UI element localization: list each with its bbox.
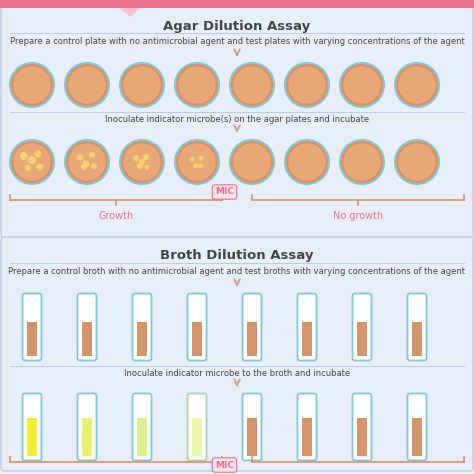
Circle shape [68, 143, 106, 181]
Circle shape [133, 155, 139, 161]
Circle shape [143, 154, 149, 160]
Circle shape [175, 63, 219, 107]
Circle shape [343, 66, 381, 104]
Circle shape [13, 143, 51, 181]
Circle shape [288, 143, 326, 181]
Bar [412, 322, 422, 356]
Bar [357, 322, 367, 356]
Circle shape [230, 140, 274, 184]
Bar [247, 322, 257, 356]
Circle shape [13, 66, 51, 104]
FancyBboxPatch shape [243, 393, 262, 461]
FancyBboxPatch shape [353, 293, 372, 361]
Bar [302, 418, 312, 456]
Text: Prepare a control plate with no antimicrobial agent and test plates with varying: Prepare a control plate with no antimicr… [9, 36, 465, 46]
Bar [247, 418, 257, 456]
Circle shape [285, 140, 329, 184]
FancyBboxPatch shape [298, 393, 317, 461]
Circle shape [288, 66, 326, 104]
Circle shape [81, 164, 87, 170]
Text: Control: Control [6, 0, 46, 10]
Bar [302, 322, 312, 356]
Circle shape [395, 63, 439, 107]
Circle shape [199, 155, 203, 161]
Text: No growth: No growth [333, 211, 383, 221]
Text: MIC: MIC [215, 188, 234, 197]
Circle shape [65, 140, 109, 184]
Circle shape [120, 140, 164, 184]
Circle shape [178, 143, 216, 181]
Circle shape [91, 163, 97, 169]
Circle shape [343, 143, 381, 181]
FancyBboxPatch shape [78, 393, 97, 461]
Circle shape [89, 152, 95, 158]
FancyBboxPatch shape [408, 293, 427, 361]
FancyBboxPatch shape [1, 7, 473, 238]
Circle shape [10, 63, 54, 107]
Bar [82, 418, 92, 456]
Circle shape [285, 63, 329, 107]
Text: Inoculate indicator microbe(s) on the agar plates and incubate: Inoculate indicator microbe(s) on the ag… [105, 115, 369, 124]
Circle shape [145, 164, 149, 170]
Bar [137, 418, 147, 456]
FancyBboxPatch shape [133, 293, 152, 361]
FancyBboxPatch shape [22, 293, 42, 361]
FancyBboxPatch shape [1, 237, 473, 471]
Circle shape [233, 66, 271, 104]
FancyBboxPatch shape [133, 393, 152, 461]
Circle shape [76, 154, 83, 161]
Text: MIC: MIC [215, 461, 234, 470]
FancyBboxPatch shape [22, 393, 42, 461]
Circle shape [82, 161, 90, 167]
Circle shape [123, 66, 161, 104]
FancyBboxPatch shape [188, 293, 207, 361]
Text: Growth: Growth [99, 211, 134, 221]
Circle shape [233, 143, 271, 181]
Circle shape [35, 151, 42, 157]
Circle shape [395, 140, 439, 184]
Circle shape [175, 140, 219, 184]
Circle shape [193, 164, 199, 168]
Bar [357, 418, 367, 456]
Polygon shape [112, 0, 148, 16]
FancyBboxPatch shape [78, 293, 97, 361]
Circle shape [139, 159, 145, 165]
Bar [0, 0, 474, 8]
Bar [82, 322, 92, 356]
Circle shape [199, 164, 203, 168]
FancyBboxPatch shape [298, 293, 317, 361]
Circle shape [178, 66, 216, 104]
Circle shape [28, 156, 36, 164]
Circle shape [190, 156, 194, 162]
Circle shape [65, 63, 109, 107]
Circle shape [10, 140, 54, 184]
Bar [137, 322, 147, 356]
Circle shape [123, 143, 161, 181]
Circle shape [340, 63, 384, 107]
Circle shape [398, 66, 436, 104]
Text: Broth Dilution Assay: Broth Dilution Assay [160, 249, 314, 263]
FancyBboxPatch shape [243, 293, 262, 361]
Circle shape [230, 63, 274, 107]
Circle shape [120, 63, 164, 107]
Bar [27, 322, 37, 356]
Bar [192, 418, 202, 456]
Text: Inoculate indicator microbe to the broth and incubate: Inoculate indicator microbe to the broth… [124, 368, 350, 377]
FancyBboxPatch shape [188, 393, 207, 461]
Circle shape [25, 165, 31, 171]
FancyBboxPatch shape [353, 393, 372, 461]
Circle shape [398, 143, 436, 181]
Circle shape [20, 152, 28, 160]
Circle shape [137, 163, 143, 169]
Text: Agar Dilution Assay: Agar Dilution Assay [164, 19, 310, 33]
Bar [27, 418, 37, 456]
Text: Prepare a control broth with no antimicrobial agent and test broths with varying: Prepare a control broth with no antimicr… [9, 266, 465, 275]
Bar [192, 322, 202, 356]
Circle shape [68, 66, 106, 104]
Bar [412, 418, 422, 456]
FancyBboxPatch shape [408, 393, 427, 461]
Circle shape [340, 140, 384, 184]
Circle shape [36, 164, 44, 171]
